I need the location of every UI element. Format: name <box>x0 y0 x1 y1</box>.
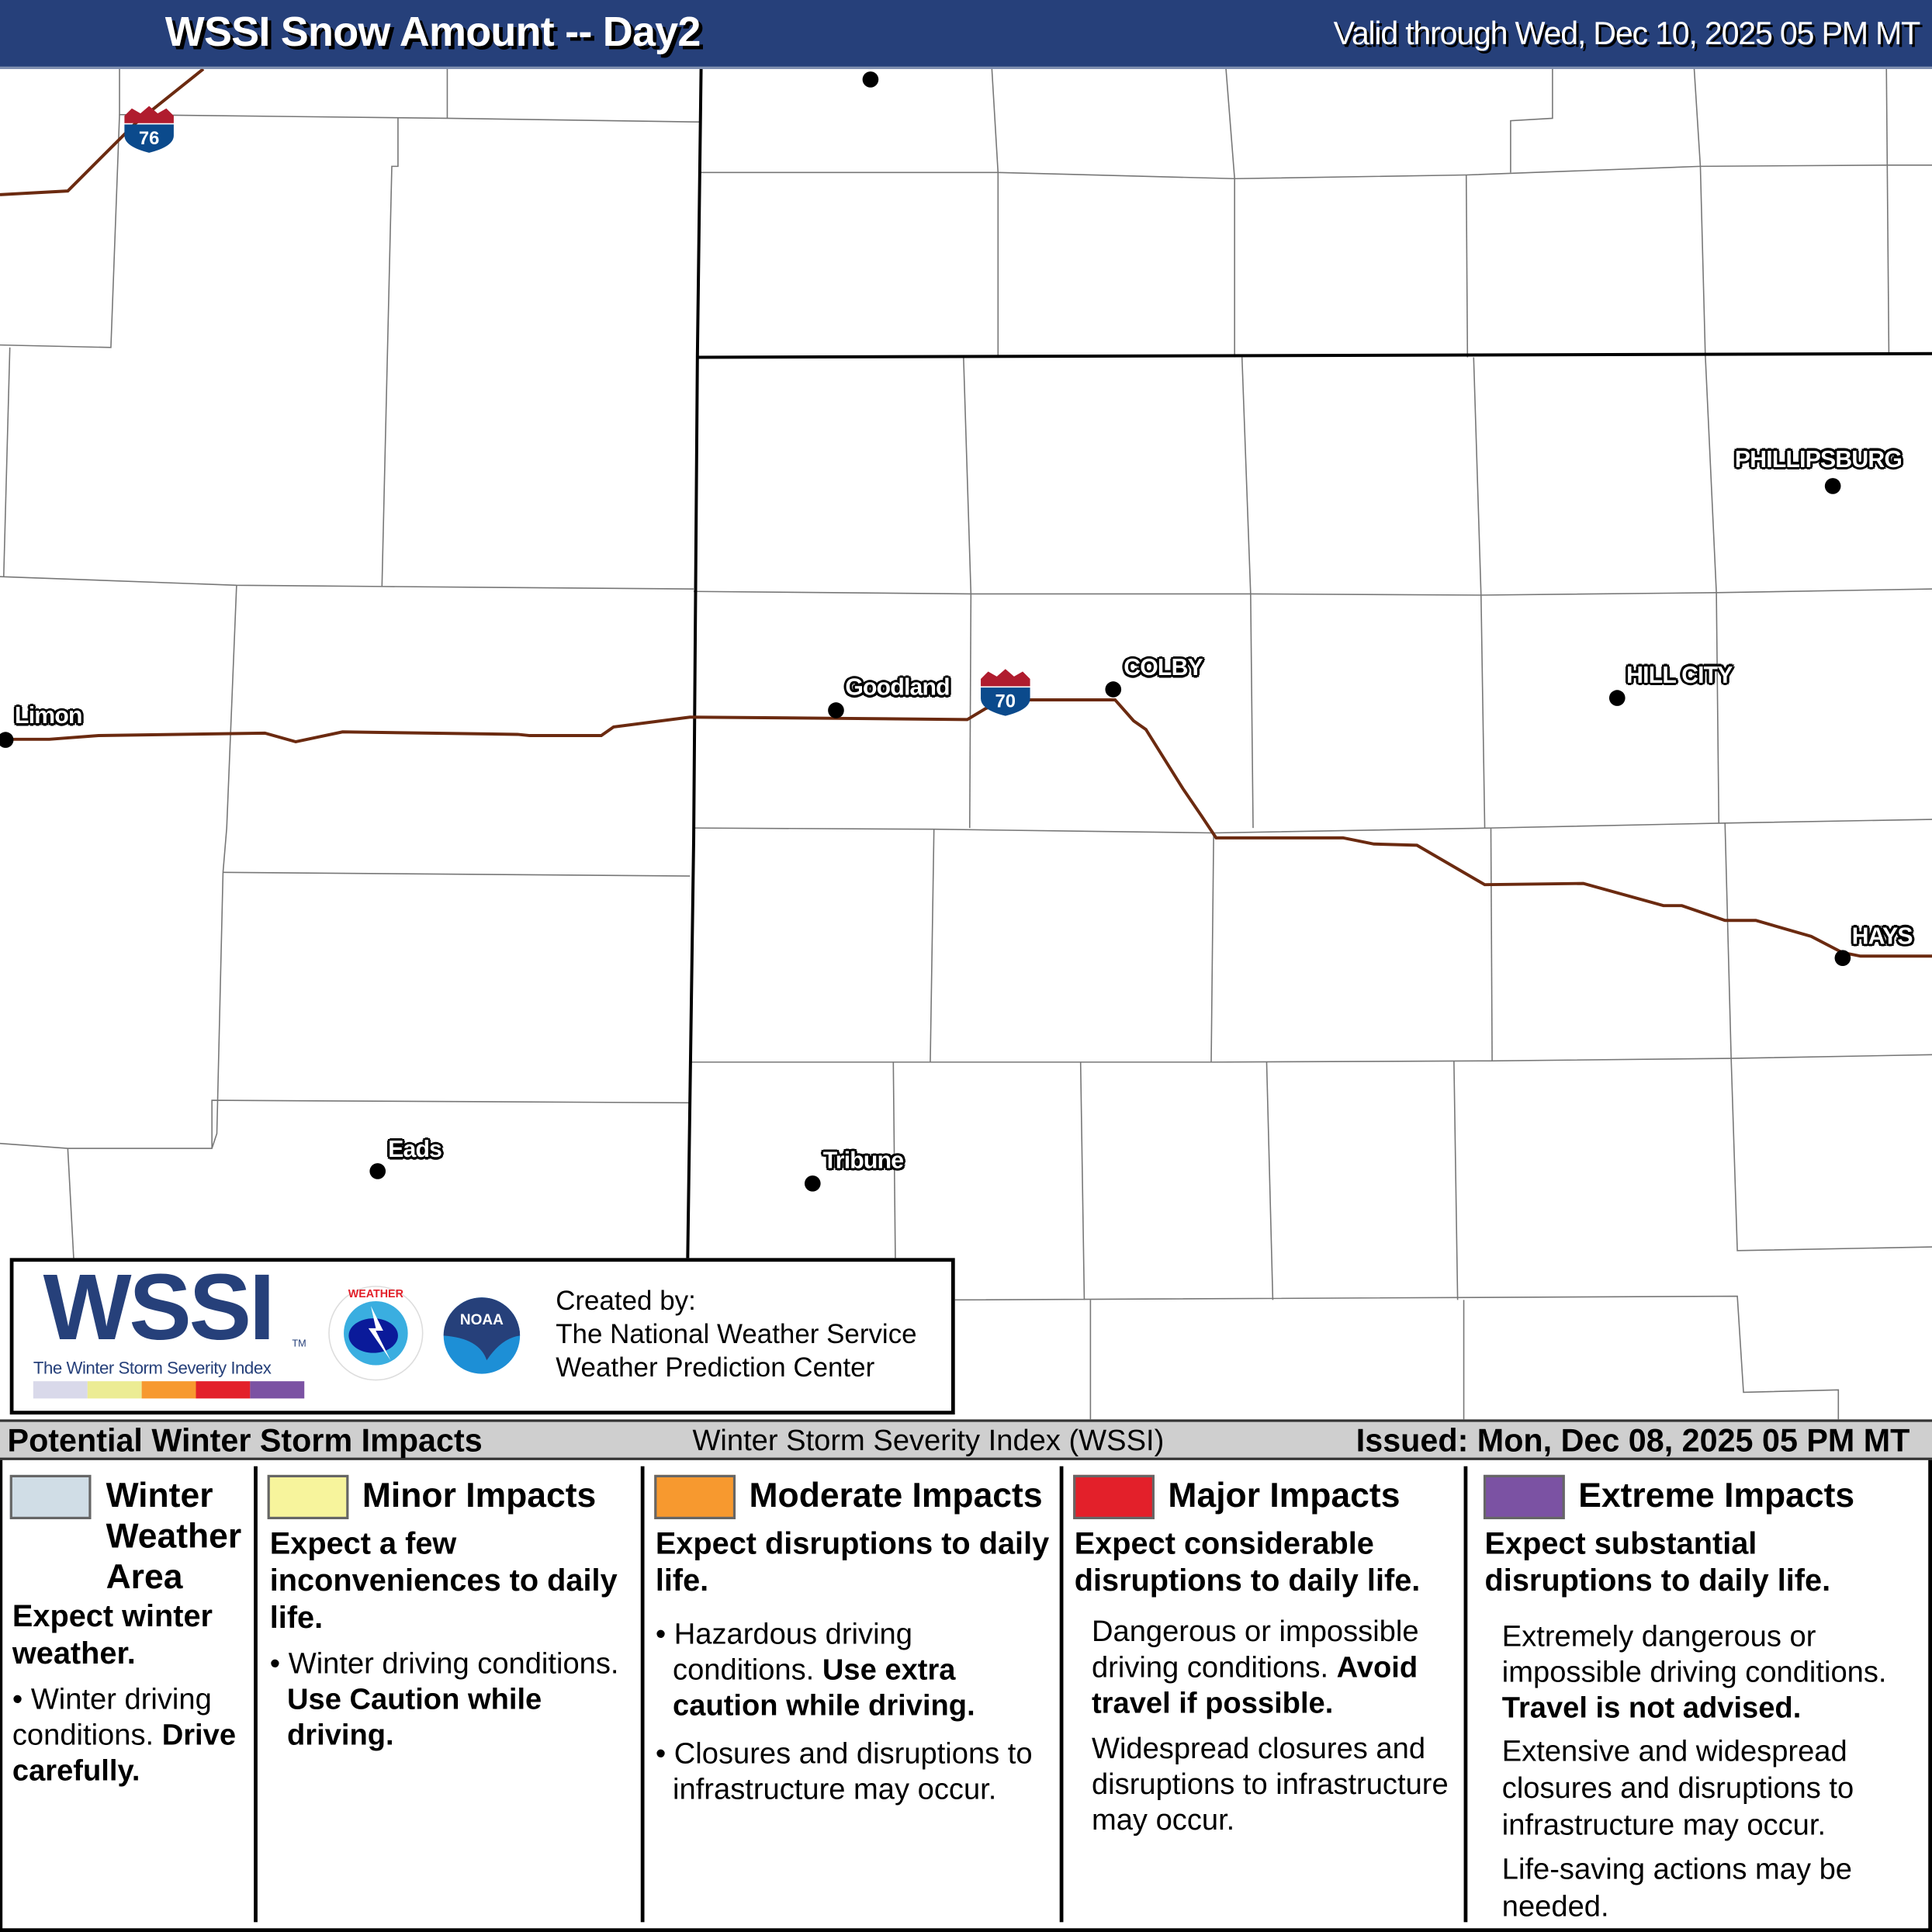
legend-col-moderate: Expect disruptions to daily life. • Haza… <box>655 1526 1050 1807</box>
legend-divider <box>640 1466 645 1923</box>
legend-summary: Expect considerable disruptions to daily… <box>1074 1526 1421 1598</box>
swatch-winter-weather-area <box>9 1474 92 1520</box>
nws-logo-icon: WEATHER <box>328 1286 424 1381</box>
legend-right-border <box>1928 1459 1932 1932</box>
legend-summary: Expect a few inconveniences to daily lif… <box>269 1526 618 1636</box>
legend-col-minor: Expect a few inconveniences to daily lif… <box>270 1525 637 1932</box>
city-label-colby: COLBY <box>1124 655 1203 682</box>
legend-header-band: Potential Winter Storm Impacts Winter St… <box>0 1419 1932 1460</box>
legend-bullet-bold: Use Caution while driving. <box>287 1683 542 1753</box>
noaa-logo-icon: NOAA <box>432 1286 531 1385</box>
city-dot-tribune <box>804 1175 821 1192</box>
swatch-major <box>1073 1474 1155 1520</box>
legend-title: Potential Winter Storm Impacts <box>7 1421 483 1459</box>
legend-bullet: Hazardous driving conditions. <box>673 1618 912 1687</box>
wssi-subtitle: The Winter Storm Severity Index <box>33 1357 272 1378</box>
city-dot <box>862 71 879 88</box>
swatch-moderate <box>654 1474 736 1520</box>
credit-org-wpc: Weather Prediction Center <box>556 1352 875 1383</box>
legend-left-border <box>0 1459 3 1932</box>
legend-title-moderate: Moderate Impacts <box>749 1476 1043 1515</box>
city-dot-eads <box>369 1163 386 1179</box>
legend-title-winter-weather-area: Winter Weather Area <box>106 1476 242 1596</box>
legend-bullet: Closures and disruptions to infrastructu… <box>673 1737 1033 1807</box>
wssi-logo: WSSI <box>43 1255 275 1361</box>
city-label-hays: HAYS <box>1851 924 1913 950</box>
trademark: TM <box>292 1338 306 1349</box>
legend-col-winter-weather-area: Expect winter weather. • Winter driving … <box>12 1598 253 1932</box>
legend-paragraph: Dangerous or impossible driving conditio… <box>1091 1615 1419 1684</box>
i70-road <box>0 698 1932 958</box>
legend-index-name: Winter Storm Severity Index (WSSI) <box>692 1424 1165 1458</box>
legend-bullet: Winter driving conditions. <box>12 1683 212 1753</box>
city-label-phillipsburg: PHILLIPSBURG <box>1734 447 1903 473</box>
svg-text:NOAA: NOAA <box>460 1312 504 1328</box>
page-title: WSSI Snow Amount -- Day2 <box>164 9 701 56</box>
map[interactable]: 76 70 <box>0 68 1932 1420</box>
legend-bullet: Winter driving conditions. <box>288 1647 619 1681</box>
valid-time: Valid through Wed, Dec 10, 2025 05 PM MT <box>1333 15 1921 52</box>
created-by-label: Created by: <box>556 1285 696 1316</box>
city-dot-limon <box>0 732 14 748</box>
legend-col-major: Expect considerable disruptions to daily… <box>1075 1525 1459 1932</box>
i76-road <box>0 68 205 196</box>
city-label-tribune: Tribune <box>822 1148 904 1175</box>
city-dot-hill-city <box>1608 690 1626 706</box>
legend-paragraph-bold: Travel is not advised. <box>1501 1691 1802 1726</box>
city-dot-phillipsburg <box>1824 478 1841 494</box>
city-label-goodland: Goodland <box>845 675 950 701</box>
legend-bullet-bold: Drive carefully. <box>12 1719 237 1788</box>
legend-paragraph: Life-saving actions may be needed. <box>1501 1853 1853 1923</box>
legend-summary: Expect disruptions to daily life. <box>655 1526 1050 1598</box>
city-label-limon: Limon <box>15 703 82 730</box>
svg-text:70: 70 <box>995 691 1016 712</box>
legend-paragraph: Extremely dangerous or impossible drivin… <box>1501 1620 1887 1690</box>
legend-bullet-bold: Use extra caution while driving. <box>673 1653 975 1723</box>
swatch-extreme <box>1483 1474 1565 1520</box>
credits: Created by: The National Weather Service… <box>556 1284 916 1384</box>
city-label-eads: Eads <box>388 1137 442 1164</box>
state-boundaries <box>686 68 1932 1269</box>
legend-summary: Expect winter weather. <box>12 1599 213 1671</box>
swatch-minor <box>267 1474 349 1520</box>
legend-paragraph-bold: Avoid travel if possible. <box>1091 1650 1418 1720</box>
legend-title-major: Major Impacts <box>1168 1476 1401 1515</box>
legend-divider <box>1059 1466 1064 1923</box>
legend-summary: Expect substantial disruptions to daily … <box>1484 1526 1831 1598</box>
county-boundaries <box>0 68 1932 1420</box>
legend-paragraph: Extensive and widespread closures and di… <box>1501 1734 1854 1843</box>
i70-shield-icon: 70 <box>981 669 1030 716</box>
city-dot-colby <box>1105 681 1122 698</box>
city-dot-hays <box>1834 950 1851 966</box>
issued-time: Issued: Mon, Dec 08, 2025 05 PM MT <box>1356 1421 1910 1459</box>
svg-text:76: 76 <box>139 128 160 149</box>
interstate-roads <box>0 68 1932 958</box>
legend-paragraph: Widespread closures and disruptions to i… <box>1091 1732 1449 1837</box>
wssi-color-bar <box>33 1381 305 1399</box>
header-bar: WSSI Snow Amount -- Day2 Valid through W… <box>0 0 1932 69</box>
city-dot-goodland <box>828 702 844 718</box>
city-label-hill-city: HILL CITY <box>1626 663 1733 689</box>
legend-col-extreme: Expect substantial disruptions to daily … <box>1485 1525 1923 1932</box>
legend-divider <box>254 1466 258 1923</box>
logo-box: WSSI TM The Winter Storm Severity Index … <box>9 1255 955 1415</box>
legend-title-extreme: Extreme Impacts <box>1578 1476 1855 1515</box>
i76-shield-icon: 76 <box>124 106 174 153</box>
legend-title-minor: Minor Impacts <box>362 1476 597 1515</box>
legend-bottom-border <box>0 1928 1932 1932</box>
legend-divider <box>1463 1466 1468 1923</box>
credit-org-nws: The National Weather Service <box>556 1318 917 1349</box>
svg-text:WEATHER: WEATHER <box>348 1288 404 1300</box>
